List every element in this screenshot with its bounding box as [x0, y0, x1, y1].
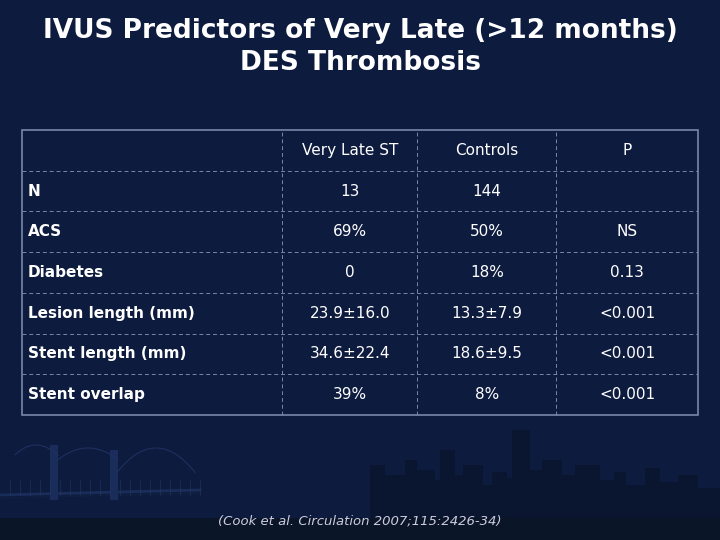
Bar	[614, 472, 626, 520]
Bar	[440, 450, 455, 520]
Text: N: N	[28, 184, 41, 199]
Text: 18%: 18%	[470, 265, 504, 280]
Bar	[660, 482, 678, 520]
Text: 34.6±22.4: 34.6±22.4	[310, 347, 390, 361]
Text: 0: 0	[345, 265, 355, 280]
Bar	[405, 460, 417, 520]
Bar	[542, 460, 562, 520]
Bar	[645, 468, 660, 520]
Text: 8%: 8%	[474, 387, 499, 402]
Bar	[492, 472, 507, 520]
Bar	[50, 445, 58, 500]
Text: 144: 144	[472, 184, 501, 199]
Bar	[598, 480, 616, 520]
Bar	[417, 470, 435, 520]
Bar	[0, 518, 720, 540]
Text: NS: NS	[616, 224, 638, 239]
Text: 39%: 39%	[333, 387, 367, 402]
Text: IVUS Predictors of Very Late (>12 months): IVUS Predictors of Very Late (>12 months…	[42, 18, 678, 44]
Bar	[22, 130, 698, 415]
Text: Stent length (mm): Stent length (mm)	[28, 347, 186, 361]
Bar	[110, 450, 118, 500]
Text: 0.13: 0.13	[610, 265, 644, 280]
Bar	[530, 470, 542, 520]
Bar	[0, 420, 720, 540]
Text: Controls: Controls	[455, 143, 518, 158]
Text: Lesion length (mm): Lesion length (mm)	[28, 306, 194, 321]
Text: Very Late ST: Very Late ST	[302, 143, 398, 158]
Text: 18.6±9.5: 18.6±9.5	[451, 347, 522, 361]
Bar	[626, 485, 646, 520]
Text: 13.3±7.9: 13.3±7.9	[451, 306, 522, 321]
Text: <0.001: <0.001	[599, 387, 655, 402]
Bar	[575, 465, 600, 520]
Bar	[560, 475, 575, 520]
Text: <0.001: <0.001	[599, 347, 655, 361]
Text: 13: 13	[340, 184, 359, 199]
Text: Stent overlap: Stent overlap	[28, 387, 145, 402]
Text: 50%: 50%	[470, 224, 504, 239]
Bar	[385, 475, 405, 520]
Text: 23.9±16.0: 23.9±16.0	[310, 306, 390, 321]
Bar	[480, 485, 492, 520]
Bar	[678, 475, 698, 520]
Bar	[505, 478, 515, 520]
Bar	[463, 465, 483, 520]
Text: ACS: ACS	[28, 224, 62, 239]
Bar	[430, 480, 440, 520]
Text: DES Thrombosis: DES Thrombosis	[240, 50, 480, 76]
Text: (Cook et al. Circulation 2007;115:2426-34): (Cook et al. Circulation 2007;115:2426-3…	[218, 515, 502, 528]
Bar	[370, 465, 385, 520]
Bar	[696, 488, 720, 520]
Text: P: P	[622, 143, 631, 158]
Bar	[512, 430, 530, 520]
Bar	[455, 475, 463, 520]
Text: Diabetes: Diabetes	[28, 265, 104, 280]
Text: <0.001: <0.001	[599, 306, 655, 321]
Text: 69%: 69%	[333, 224, 367, 239]
